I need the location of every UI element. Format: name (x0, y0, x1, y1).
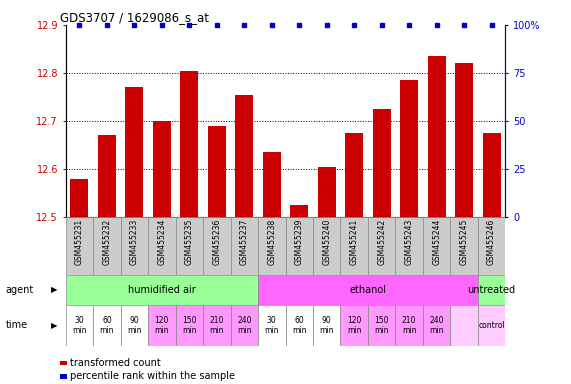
Bar (395, 305, 423, 346)
Bar (235, 94, 253, 217)
Text: transformed count: transformed count (70, 358, 160, 368)
Text: 60
min: 60 min (99, 316, 114, 335)
Text: GSM455240: GSM455240 (322, 219, 331, 265)
Bar (451, 305, 478, 346)
Bar (286, 217, 313, 275)
Bar (203, 217, 231, 275)
Bar (428, 56, 445, 217)
Bar (340, 305, 368, 346)
Text: GSM455237: GSM455237 (240, 219, 249, 265)
Text: GSM455232: GSM455232 (102, 219, 111, 265)
Bar (148, 305, 176, 346)
Bar (368, 217, 395, 275)
Text: ▶: ▶ (51, 321, 58, 330)
Text: 60
min: 60 min (292, 316, 307, 335)
Bar (373, 109, 391, 217)
Text: GSM455244: GSM455244 (432, 219, 441, 265)
Bar (423, 305, 451, 346)
Bar (313, 305, 340, 346)
Bar (148, 217, 176, 275)
Text: GSM455233: GSM455233 (130, 219, 139, 265)
Bar (93, 217, 120, 275)
Bar (176, 305, 203, 346)
Text: GDS3707 / 1629086_s_at: GDS3707 / 1629086_s_at (60, 12, 209, 25)
Bar (120, 305, 148, 346)
Bar (286, 305, 313, 346)
Bar (126, 88, 143, 217)
Bar (400, 80, 418, 217)
Bar (318, 167, 336, 217)
Text: 240
min: 240 min (237, 316, 252, 335)
Bar (482, 133, 501, 217)
Text: 90
min: 90 min (319, 316, 334, 335)
Text: time: time (6, 320, 28, 331)
Text: 150
min: 150 min (375, 316, 389, 335)
Bar (263, 152, 281, 217)
Bar (478, 305, 505, 346)
Bar (313, 217, 340, 275)
Text: ▶: ▶ (51, 285, 58, 295)
Text: GSM455246: GSM455246 (487, 219, 496, 265)
Text: GSM455242: GSM455242 (377, 219, 386, 265)
Text: 90
min: 90 min (127, 316, 142, 335)
Bar (180, 71, 198, 217)
Text: agent: agent (6, 285, 34, 295)
Bar (290, 205, 308, 217)
Bar (345, 133, 363, 217)
Text: GSM455231: GSM455231 (75, 219, 84, 265)
Text: percentile rank within the sample: percentile rank within the sample (70, 371, 235, 381)
Bar (258, 305, 286, 346)
Text: GSM455239: GSM455239 (295, 219, 304, 265)
Text: GSM455236: GSM455236 (212, 219, 222, 265)
Bar (478, 217, 505, 275)
Bar (478, 275, 505, 305)
Text: control: control (478, 321, 505, 330)
Bar (66, 305, 93, 346)
Bar (423, 217, 451, 275)
Text: GSM455238: GSM455238 (267, 219, 276, 265)
Text: GSM455245: GSM455245 (460, 219, 469, 265)
Bar (258, 217, 286, 275)
Bar (395, 217, 423, 275)
Bar (120, 217, 148, 275)
Bar (231, 217, 258, 275)
Text: GSM455241: GSM455241 (349, 219, 359, 265)
Bar (455, 63, 473, 217)
Bar (98, 136, 116, 217)
Text: GSM455234: GSM455234 (158, 219, 166, 265)
Text: 210
min: 210 min (210, 316, 224, 335)
Text: 30
min: 30 min (72, 316, 87, 335)
Bar (176, 217, 203, 275)
Text: 30
min: 30 min (264, 316, 279, 335)
Text: GSM455243: GSM455243 (405, 219, 413, 265)
Bar (451, 217, 478, 275)
Bar (93, 305, 120, 346)
Text: ethanol: ethanol (349, 285, 387, 295)
Bar (66, 217, 93, 275)
Bar (258, 275, 478, 305)
Bar (208, 126, 226, 217)
Text: 120
min: 120 min (347, 316, 361, 335)
Text: 120
min: 120 min (155, 316, 169, 335)
Text: 210
min: 210 min (402, 316, 416, 335)
Text: humidified air: humidified air (128, 285, 196, 295)
Bar (368, 305, 395, 346)
Bar (153, 121, 171, 217)
Text: GSM455235: GSM455235 (185, 219, 194, 265)
Text: 150
min: 150 min (182, 316, 196, 335)
Text: 240
min: 240 min (429, 316, 444, 335)
Text: untreated: untreated (468, 285, 516, 295)
Bar (231, 305, 258, 346)
Bar (66, 275, 258, 305)
Bar (340, 217, 368, 275)
Bar (70, 179, 89, 217)
Bar (203, 305, 231, 346)
